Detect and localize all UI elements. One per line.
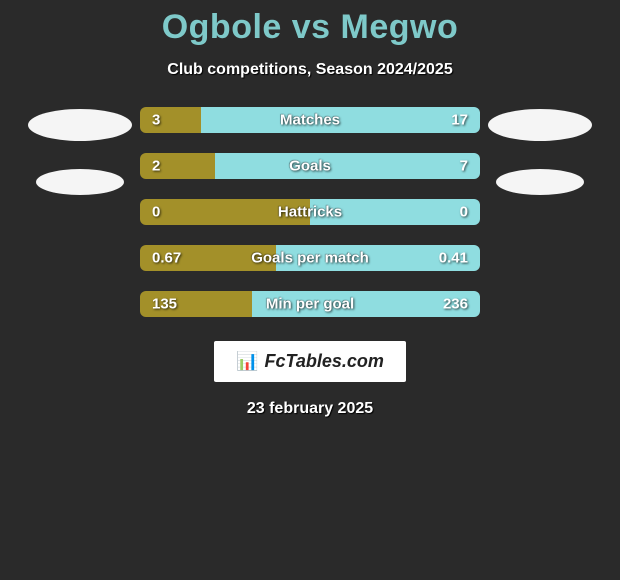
stat-left-value: 135 <box>152 296 177 313</box>
right-avatar-column <box>480 107 600 195</box>
right-avatar-0 <box>488 109 592 141</box>
brand-badge[interactable]: 📊 FcTables.com <box>214 341 406 382</box>
stat-left-value: 3 <box>152 112 160 129</box>
stat-label: Hattricks <box>278 204 342 221</box>
left-avatar-1 <box>36 169 124 195</box>
left-avatar-0 <box>28 109 132 141</box>
stat-right-value: 7 <box>460 158 468 175</box>
stat-bars-column: 3 17 Matches 2 7 Goals 0 0 Hattricks 0.67 0.41 Goal… <box>140 107 480 317</box>
stat-label: Matches <box>280 112 340 129</box>
stat-left-fill <box>140 107 201 133</box>
stat-label: Goals per match <box>251 250 369 267</box>
stat-label: Goals <box>289 158 331 175</box>
stat-right-fill <box>215 153 480 179</box>
stat-right-value: 0 <box>460 204 468 221</box>
stat-right-value: 17 <box>451 112 468 129</box>
left-avatar-column <box>20 107 140 195</box>
stat-row-goals: 2 7 Goals <box>140 153 480 179</box>
stat-right-fill <box>201 107 480 133</box>
stat-right-value: 236 <box>443 296 468 313</box>
stat-right-value: 0.41 <box>439 250 468 267</box>
stat-row-hattricks: 0 0 Hattricks <box>140 199 480 225</box>
right-avatar-1 <box>496 169 584 195</box>
stat-left-value: 0 <box>152 204 160 221</box>
brand-text: FcTables.com <box>265 351 384 372</box>
brand-chart-icon: 📊 <box>236 351 258 372</box>
stat-row-min-per-goal: 135 236 Min per goal <box>140 291 480 317</box>
comparison-body: 3 17 Matches 2 7 Goals 0 0 Hattricks 0.67 0.41 Goal… <box>0 107 620 317</box>
date-label: 23 february 2025 <box>247 400 373 418</box>
stat-left-value: 2 <box>152 158 160 175</box>
subtitle: Club competitions, Season 2024/2025 <box>167 61 452 79</box>
page-title: Ogbole vs Megwo <box>162 8 459 47</box>
stat-left-value: 0.67 <box>152 250 181 267</box>
comparison-card: Ogbole vs Megwo Club competitions, Seaso… <box>0 0 620 418</box>
stat-row-matches: 3 17 Matches <box>140 107 480 133</box>
stat-label: Min per goal <box>266 296 354 313</box>
stat-row-goals-per-match: 0.67 0.41 Goals per match <box>140 245 480 271</box>
